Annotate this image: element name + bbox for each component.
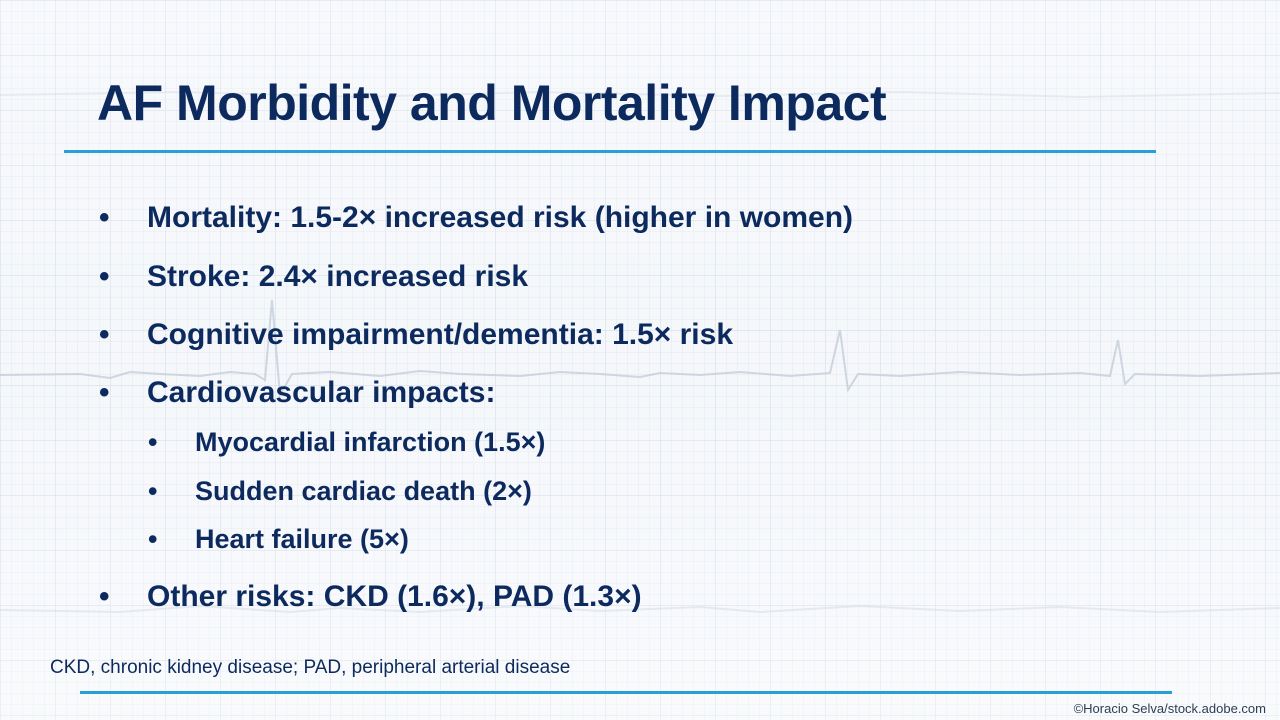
bullet-item-cardiovascular: • Cardiovascular impacts: (99, 376, 496, 410)
bullet-item-cognitive: • Cognitive impairment/dementia: 1.5× ri… (99, 318, 734, 352)
bullet-text: Sudden cardiac death (2×) (195, 476, 532, 506)
bullet-text: Mortality: 1.5-2× increased risk (higher… (147, 201, 854, 234)
bullet-dot-icon: • (99, 260, 110, 293)
sub-bullet-item-mi: • Myocardial infarction (1.5×) (148, 427, 546, 458)
image-credit: ©Horacio Selva/stock.adobe.com (1073, 701, 1266, 716)
bullet-item-other-risks: • Other risks: CKD (1.6×), PAD (1.3×) (99, 580, 642, 614)
bullet-item-stroke: • Stroke: 2.4× increased risk (99, 260, 529, 294)
bullet-item-mortality: • Mortality: 1.5-2× increased risk (high… (99, 201, 854, 235)
bullet-text: Cognitive impairment/dementia: 1.5× risk (147, 318, 734, 351)
bullet-dot-icon: • (148, 524, 158, 554)
bullet-dot-icon: • (99, 318, 110, 351)
bullet-dot-icon: • (99, 201, 110, 234)
bullet-dot-icon: • (99, 376, 110, 409)
bullet-dot-icon: • (148, 476, 158, 506)
slide-title: AF Morbidity and Mortality Impact (97, 75, 887, 131)
bullet-text: Other risks: CKD (1.6×), PAD (1.3×) (147, 580, 642, 613)
footer-rule (80, 691, 1172, 694)
bullet-dot-icon: • (148, 427, 158, 457)
bullet-text: Heart failure (5×) (195, 524, 409, 554)
bullet-text: Cardiovascular impacts: (147, 376, 496, 409)
bullet-text: Stroke: 2.4× increased risk (147, 260, 529, 293)
bullet-text: Myocardial infarction (1.5×) (195, 427, 546, 457)
abbreviation-footnote: CKD, chronic kidney disease; PAD, periph… (50, 657, 571, 678)
sub-bullet-item-scd: • Sudden cardiac death (2×) (148, 476, 532, 507)
title-underline (64, 150, 1156, 153)
bullet-dot-icon: • (99, 580, 110, 613)
sub-bullet-item-hf: • Heart failure (5×) (148, 524, 409, 555)
